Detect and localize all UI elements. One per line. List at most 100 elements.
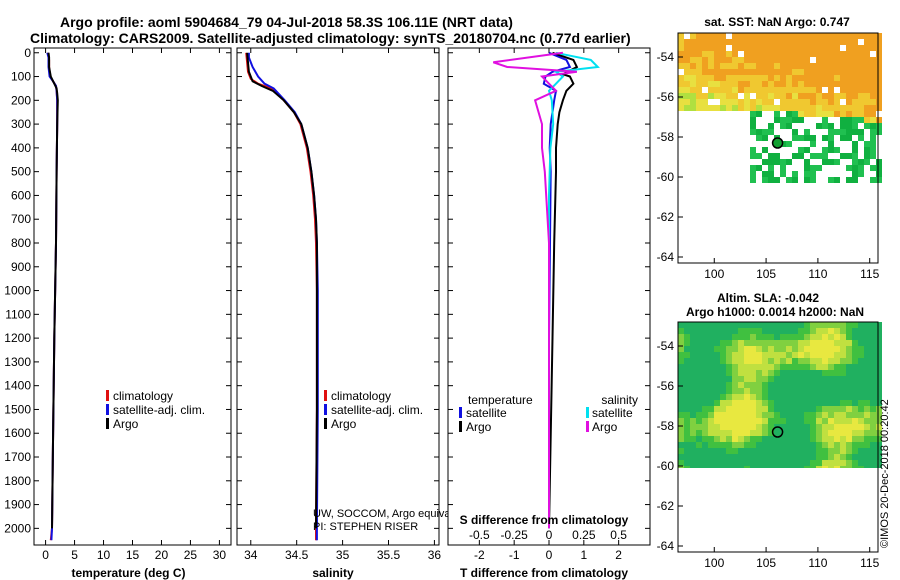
- x-tick-label: 35.5: [377, 548, 401, 562]
- legend-swatch: [459, 407, 462, 418]
- map-y-tick-label: -56: [657, 379, 675, 393]
- legend-swatch: [106, 390, 109, 401]
- s-tick-label: 0.5: [610, 528, 627, 542]
- temperature-panel: 0100200300400500600700800900100011001200…: [4, 46, 232, 580]
- x-tick-label: 25: [184, 548, 198, 562]
- y-tick-label: 1600: [4, 426, 31, 440]
- y-tick-label: 1800: [4, 474, 31, 488]
- s-tick-label: -0.25: [500, 528, 528, 542]
- series-line-s-argo: [492, 51, 578, 529]
- legend-label: satellite-adj. clim.: [113, 403, 205, 417]
- legend-swatch: [324, 404, 327, 415]
- y-tick-label: 500: [11, 165, 31, 179]
- x-tick-label: 34: [244, 548, 258, 562]
- plot-frame: [236, 47, 440, 546]
- y-tick-label: 900: [11, 260, 31, 274]
- x-tick-label: 35: [336, 548, 350, 562]
- legend-label: Argo: [113, 417, 139, 431]
- legend-title-temperature: temperature: [468, 393, 533, 407]
- y-tick-label: 0: [24, 46, 31, 60]
- y-tick-label: 1500: [4, 402, 31, 416]
- map-x-tick-label: 115: [860, 267, 879, 281]
- s-tick-label: 0.25: [572, 528, 596, 542]
- pi-annotation: UW, SOCCOM, Argo equivalent: [313, 508, 468, 520]
- y-tick-label: 1900: [4, 498, 31, 512]
- title-line-2: Climatology: CARS2009. Satellite-adjuste…: [30, 30, 631, 46]
- series-line-t-satellite: [542, 51, 572, 529]
- map-y-tick-label: -60: [657, 459, 675, 473]
- s-tick-label: 0: [546, 528, 553, 542]
- s-tick-label: -0.5: [469, 528, 490, 542]
- y-tick-label: 1400: [4, 379, 31, 393]
- map-x-tick-label: 105: [756, 267, 776, 281]
- map-x-tick-label: 100: [704, 267, 724, 281]
- legend-title-salinity: salinity: [601, 393, 638, 407]
- x-tick-label: -1: [509, 548, 520, 562]
- y-tick-label: 1000: [4, 284, 31, 298]
- map-y-tick-label: -54: [657, 50, 675, 64]
- sst-map-title: sat. SST: NaN Argo: 0.747: [704, 15, 850, 29]
- sla-map-panel: 100 105 110 115 -54 -56 -58 -60 -62 -64 Altim. SLA…: [657, 291, 882, 570]
- argo-position-marker: [771, 426, 784, 438]
- x-tick-label: 10: [97, 548, 111, 562]
- map-color-field: [678, 33, 882, 183]
- map-frame: [677, 321, 879, 553]
- map-y-tick-label: -58: [657, 130, 675, 144]
- x-axis-label: T difference from climatology: [460, 566, 628, 580]
- legend-label: satellite-adj. clim.: [331, 403, 423, 417]
- sst-map-panel: 100 105 110 115 -54 -56 -58 -60 -62 -64 sat. SST: …: [657, 15, 882, 281]
- x-tick-label: 0: [546, 548, 553, 562]
- legend-label: climatology: [113, 389, 173, 403]
- map-y-tick-label: -62: [657, 210, 675, 224]
- y-tick-label: 300: [11, 117, 31, 131]
- legend-swatch: [586, 407, 589, 418]
- y-tick-label: 100: [11, 70, 31, 84]
- y-tick-label: 700: [11, 212, 31, 226]
- x-tick-label: 20: [155, 548, 169, 562]
- map-color-field: [678, 322, 882, 468]
- y-tick-label: 200: [11, 93, 31, 107]
- x-tick-label: 34.5: [285, 548, 309, 562]
- title-line-1: Argo profile: aoml 5904684_79 04-Jul-201…: [60, 14, 513, 30]
- y-tick-label: 2000: [4, 521, 31, 535]
- plot-frame: [33, 47, 232, 546]
- y-tick-label: 1100: [5, 307, 31, 321]
- map-x-tick-label: 110: [808, 267, 827, 281]
- legend-label: satellite: [466, 406, 507, 420]
- legend-swatch: [586, 421, 589, 432]
- y-tick-label: 400: [11, 141, 31, 155]
- argo-position-marker: [771, 137, 784, 149]
- salinity-panel: 34 34.5 35 35.5 36 salinity climatologysatelli…: [236, 47, 468, 580]
- y-tick-label: 1200: [4, 331, 31, 345]
- legend-swatch: [324, 390, 327, 401]
- map-x-tick-label: 105: [756, 556, 776, 570]
- legend-label: Argo: [466, 420, 492, 434]
- map-y-tick-label: -62: [657, 499, 675, 513]
- s-axis-label: S difference from climatology: [460, 513, 629, 527]
- map-y-tick-label: -64: [657, 250, 675, 264]
- x-tick-label: -2: [474, 548, 485, 562]
- x-axis-label: temperature (deg C): [71, 566, 185, 580]
- credit-text: ©IMOS 20-Dec-2018 00:20:42: [879, 399, 891, 548]
- legend-swatch: [459, 421, 462, 432]
- difference-panel: -2 -1 0 1 2 T difference from climatology temp…: [447, 47, 651, 580]
- map-frame: [677, 32, 879, 264]
- map-x-tick-label: 115: [860, 556, 879, 570]
- legend-label: Argo: [331, 417, 357, 431]
- series-line-argo: [47, 52, 59, 529]
- x-tick-label: 2: [615, 548, 622, 562]
- map-x-tick-label: 110: [808, 556, 827, 570]
- legend-label: Argo: [592, 420, 618, 434]
- map-y-tick-label: -58: [657, 419, 675, 433]
- x-tick-label: 5: [71, 548, 78, 562]
- y-tick-label: 600: [11, 188, 31, 202]
- legend-swatch: [324, 418, 327, 429]
- series-line-argo: [246, 52, 318, 529]
- sla-map-title: Altim. SLA: -0.042: [717, 291, 819, 305]
- x-tick-label: 15: [126, 548, 140, 562]
- legend-swatch: [106, 418, 109, 429]
- legend-label: satellite: [592, 406, 633, 420]
- x-tick-label: 1: [580, 548, 587, 562]
- y-tick-label: 1300: [4, 355, 31, 369]
